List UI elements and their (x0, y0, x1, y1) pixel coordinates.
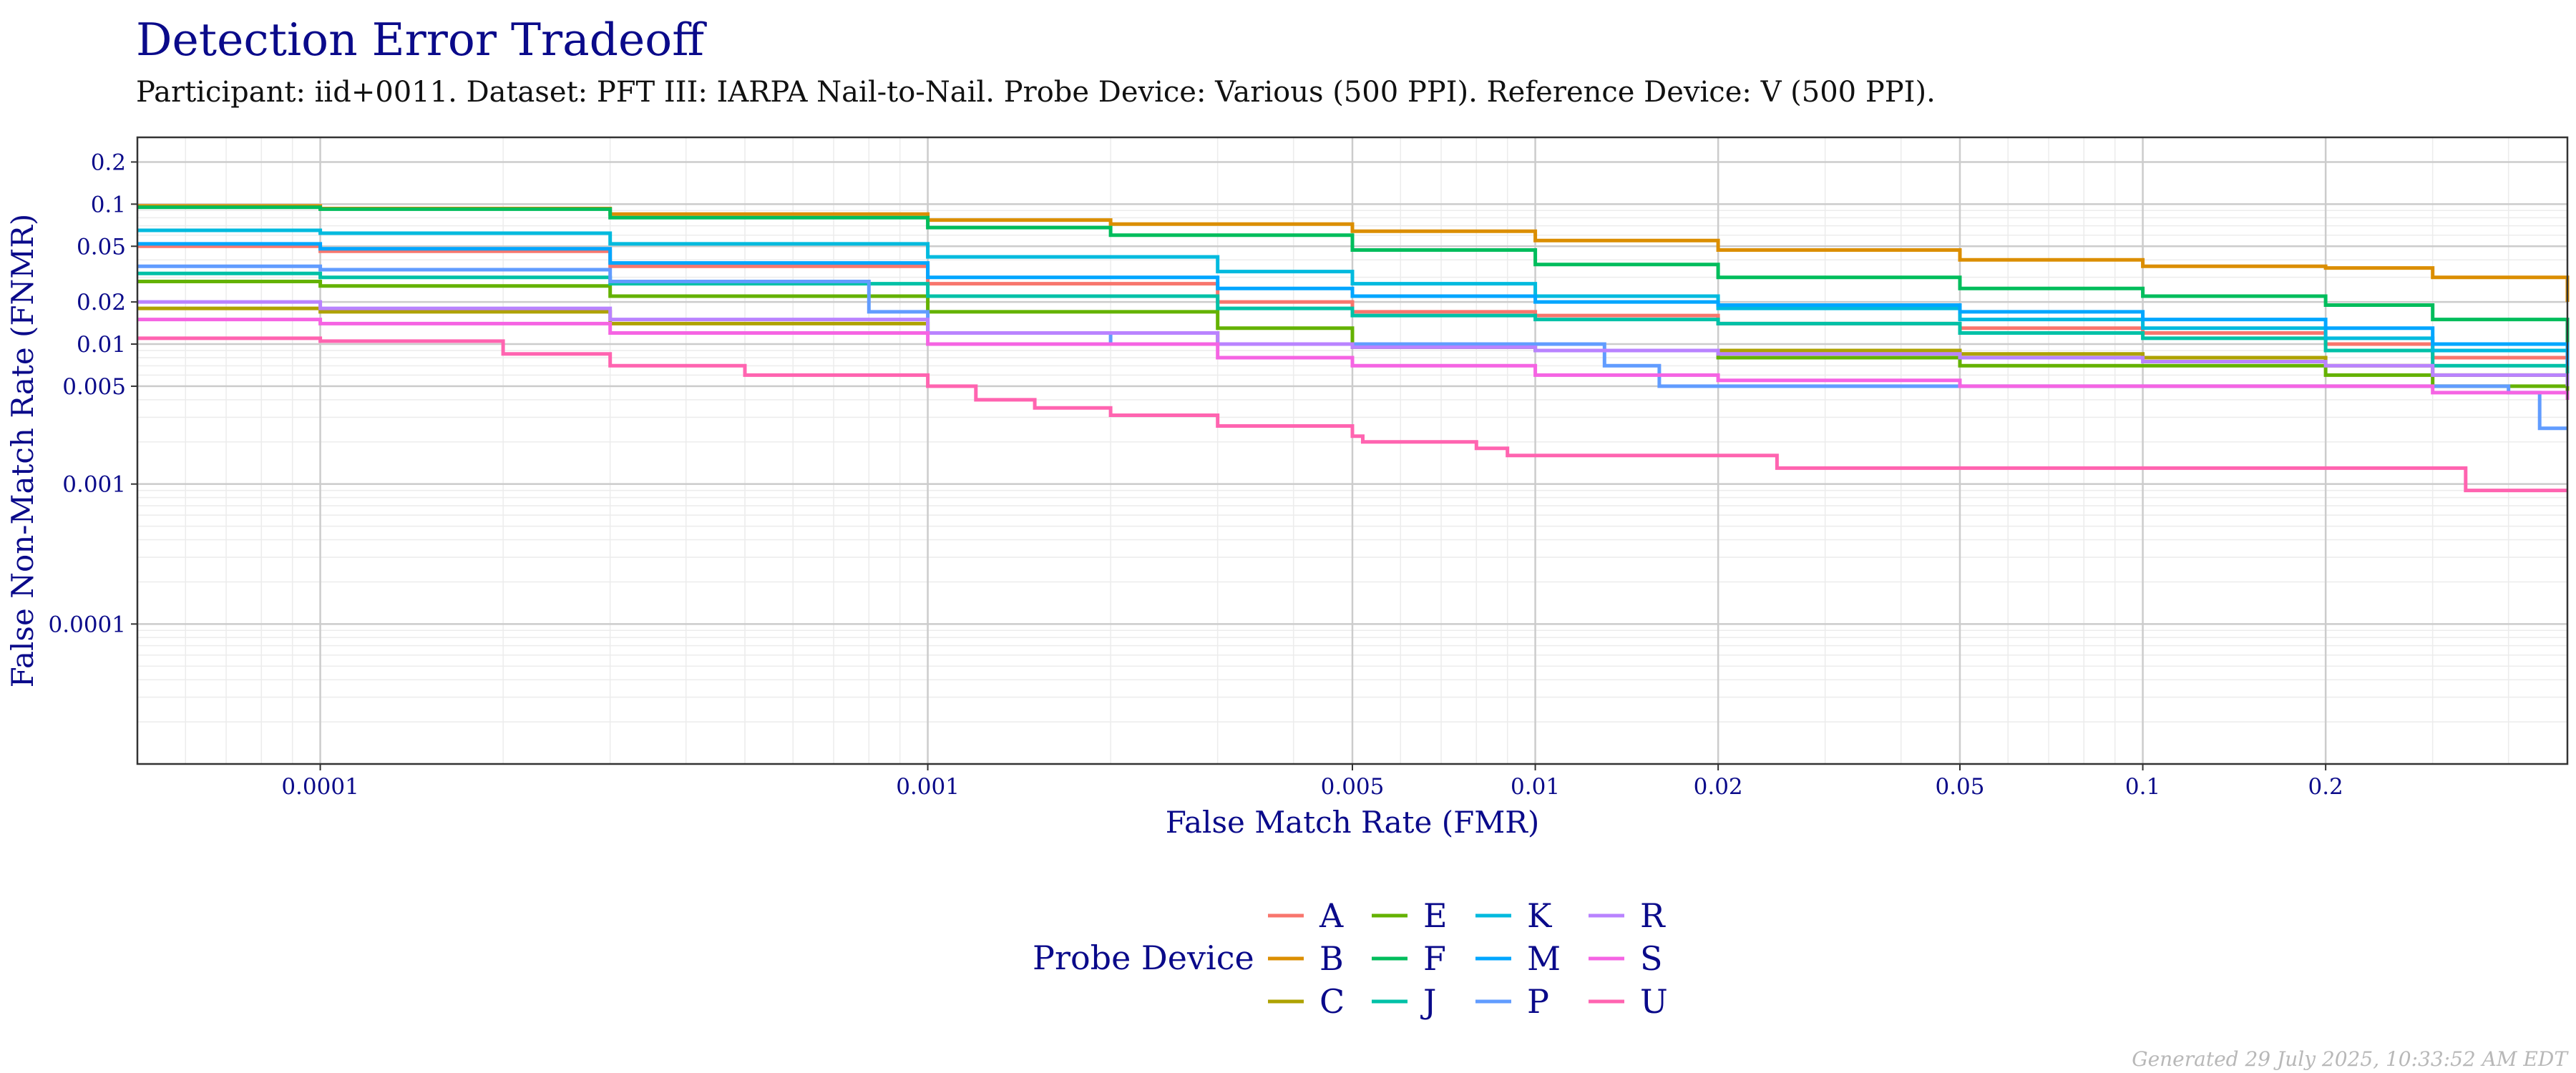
y-tick-label: 0.1 (91, 192, 126, 217)
y-tick-label: 0.05 (77, 234, 126, 260)
legend-label-A: A (1319, 896, 1344, 935)
y-tick-label: 0.01 (77, 332, 126, 358)
series-line-J (137, 271, 2570, 376)
x-tick-label: 0.1 (2125, 774, 2160, 800)
y-tick-label: 0.005 (62, 374, 126, 400)
x-tick-label: 0.001 (896, 774, 960, 800)
series-line-S (137, 318, 2570, 400)
series-lines (137, 204, 2570, 493)
x-tick-label: 0.005 (1321, 774, 1385, 800)
series-line-U (137, 336, 2567, 493)
y-tick-label: 0.001 (62, 472, 126, 498)
legend-label-C: C (1319, 982, 1345, 1021)
plot-panel (136, 136, 2570, 765)
y-axis-title: False Non-Match Rate (FNMR) (5, 214, 40, 688)
legend-label-P: P (1527, 982, 1549, 1021)
legend-title: Probe Device (1033, 939, 1254, 977)
legend-label-S: S (1640, 939, 1663, 978)
footer-timestamp: Generated 29 July 2025, 10:33:52 AM EDT (2132, 1047, 2569, 1071)
series-line-F (137, 205, 2570, 351)
x-tick-label: 0.01 (1511, 774, 1560, 800)
x-tick-label: 0.05 (1935, 774, 1984, 800)
series-line-R (137, 300, 2570, 386)
legend: Probe Device ABC EFJ KMP RSU (1033, 896, 1668, 1021)
x-tick-label: 0.0001 (281, 774, 358, 800)
legend-label-M: M (1527, 939, 1561, 978)
series-line-P (137, 264, 2567, 431)
x-axis: 0.0001 0.001 0.005 0.01 0.02 0.05 0.1 0.2 (281, 764, 2343, 800)
x-axis-title: False Match Rate (FMR) (1166, 805, 1540, 840)
x-tick-label: 0.2 (2308, 774, 2343, 800)
legend-label-U: U (1640, 982, 1668, 1021)
legend-label-R: R (1640, 896, 1666, 935)
chart-title: Detection Error Tradeoff (136, 14, 707, 66)
legend-label-E: E (1423, 896, 1448, 935)
y-tick-label: 0.0001 (49, 612, 126, 637)
legend-label-J: J (1420, 982, 1436, 1021)
y-tick-label: 0.02 (77, 290, 126, 315)
y-axis: 0.0001 0.001 0.005 0.01 0.02 0.05 0.1 0.2 (49, 150, 137, 637)
series-line-M (137, 242, 2570, 366)
legend-label-F: F (1423, 939, 1446, 978)
x-tick-label: 0.02 (1694, 774, 1743, 800)
chart-subtitle: Participant: iid+0011. Dataset: PFT III:… (136, 76, 1936, 109)
legend-label-B: B (1319, 939, 1344, 978)
y-tick-label: 0.2 (91, 150, 126, 175)
legend-label-K: K (1527, 896, 1553, 935)
